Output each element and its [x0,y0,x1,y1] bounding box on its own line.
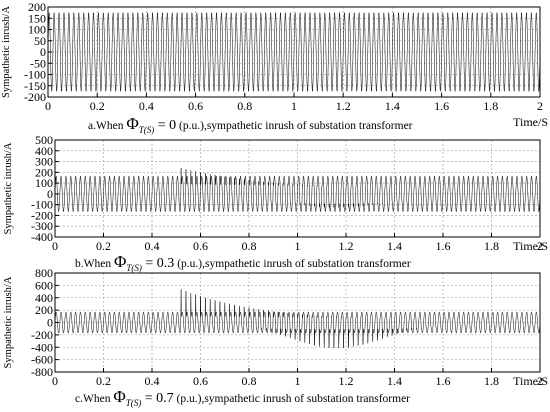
y-tick-label: 800 [35,266,53,280]
x-tick-label: 0.2 [96,239,111,253]
panel-c: 0 0.2 0.4 0.6 0.8 1 1.2 1.4 1.6 1.8 28006004002000… [3,266,548,408]
y-tick-label: 400 [35,291,53,305]
y-tick-label: -150 [24,79,46,93]
y-tick-label: 100 [35,176,53,190]
x-tick-label: 0.4 [145,374,160,388]
y-tick-label: 0 [47,316,53,330]
caption-suffix: (p.u.),sympathetic inrush of substation … [174,258,411,270]
y-tick-label: 500 [35,133,53,147]
inrush-waveform-line [54,289,541,349]
y-tick-label: 300 [35,155,53,169]
x-tick-label: 1.6 [434,99,449,113]
x-tick-label: 0 [45,99,51,113]
x-tick-label: 1.6 [436,239,451,253]
caption-eq: = 0 [154,118,176,133]
x-axis-label: Time/S [513,374,548,388]
caption-prefix: c.When [75,393,113,405]
caption-eq: = 0.3 [142,256,174,271]
y-tick-label: 150 [28,11,46,25]
x-tick-label: 1.2 [336,99,351,113]
y-tick-label: -400 [31,230,53,244]
x-tick-label: 0.4 [139,99,154,113]
caption-phi: Φ [126,114,138,133]
y-tick-label: -50 [30,56,46,70]
caption-prefix: b.When [75,258,114,270]
x-tick-label: 0.2 [90,99,105,113]
x-tick-label: 0 [52,374,58,388]
x-axis-label: Time/S [513,239,548,253]
x-tick-label: 1.2 [339,374,354,388]
x-axis-label: Time/S [513,115,548,129]
y-tick-label: -200 [24,90,46,104]
caption-prefix: a.When [88,120,126,132]
caption-phi: Φ [113,387,125,406]
x-tick-label: 1 [295,239,301,253]
caption-sub: T(S) [126,263,142,273]
x-tick-label: 1.4 [385,99,400,113]
caption-suffix: (p.u.),sympathetic inrush of substation … [176,120,413,132]
y-tick-label: -800 [31,365,53,379]
y-tick-label: -200 [31,328,53,342]
y-tick-label: -200 [31,208,53,222]
y-axis-label: Sympathetic inrush/A [1,6,12,98]
caption-eq: = 0.7 [141,391,173,406]
y-tick-label: -400 [31,340,53,354]
x-tick-label: 1.4 [387,239,402,253]
y-tick-label: -100 [24,68,46,82]
y-tick-label: 0 [40,45,46,59]
x-tick-label: 1.8 [484,239,499,253]
x-tick-label: 0.4 [145,239,160,253]
x-tick-label: 0.6 [188,99,203,113]
y-tick-label: 600 [35,278,53,292]
y-tick-label: -600 [31,353,53,367]
caption-sub: T(S) [126,398,142,408]
x-tick-label: 2 [537,374,543,388]
y-tick-label: 200 [35,303,53,317]
inrush-waveform-line [54,168,541,212]
y-tick-label: 100 [28,23,46,37]
panel-caption: a.When ΦT(S) = 0 (p.u.),sympathetic inru… [88,114,413,135]
y-tick-label: 200 [28,0,46,14]
y-tick-label: 200 [35,165,53,179]
y-tick-label: -100 [31,198,53,212]
x-tick-label: 2 [537,239,543,253]
panel-caption: c.When ΦT(S) = 0.7 (p.u.),sympathetic in… [75,387,410,408]
x-tick-label: 0.6 [193,239,208,253]
x-tick-label: 0 [52,239,58,253]
x-tick-label: 0.2 [96,374,111,388]
x-tick-label: 2 [537,99,543,113]
x-tick-label: 1.8 [483,99,498,113]
panel-a: 0 0.2 0.4 0.6 0.8 1 1.2 1.4 1.6 1.8 2200150100500-… [1,0,548,135]
inrush-waveform-line [47,12,541,92]
x-tick-label: 0.6 [193,374,208,388]
x-tick-label: 1 [291,99,297,113]
y-axis-label: Sympathetic inrush/A [3,276,14,368]
y-tick-label: 50 [34,34,46,48]
x-tick-label: 0.8 [242,239,257,253]
caption-phi: Φ [114,252,126,271]
caption-sub: T(S) [139,125,155,135]
x-tick-label: 1.4 [387,374,402,388]
y-tick-label: 0 [47,187,53,201]
x-tick-label: 1 [295,374,301,388]
x-tick-label: 1.2 [339,239,354,253]
y-tick-label: -300 [31,219,53,233]
y-axis-label: Sympathetic inrush/A [3,142,14,234]
x-tick-label: 1.8 [484,374,499,388]
caption-suffix: (p.u.),sympathetic inrush of substation … [174,393,411,405]
x-tick-label: 0.8 [237,99,252,113]
panel-caption: b.When ΦT(S) = 0.3 (p.u.),sympathetic in… [75,252,411,273]
x-tick-label: 0.8 [242,374,257,388]
x-tick-label: 1.6 [436,374,451,388]
panel-b: 0 0.2 0.4 0.6 0.8 1 1.2 1.4 1.6 1.8 2 5004003002001… [3,133,548,273]
y-tick-label: 400 [35,144,53,158]
